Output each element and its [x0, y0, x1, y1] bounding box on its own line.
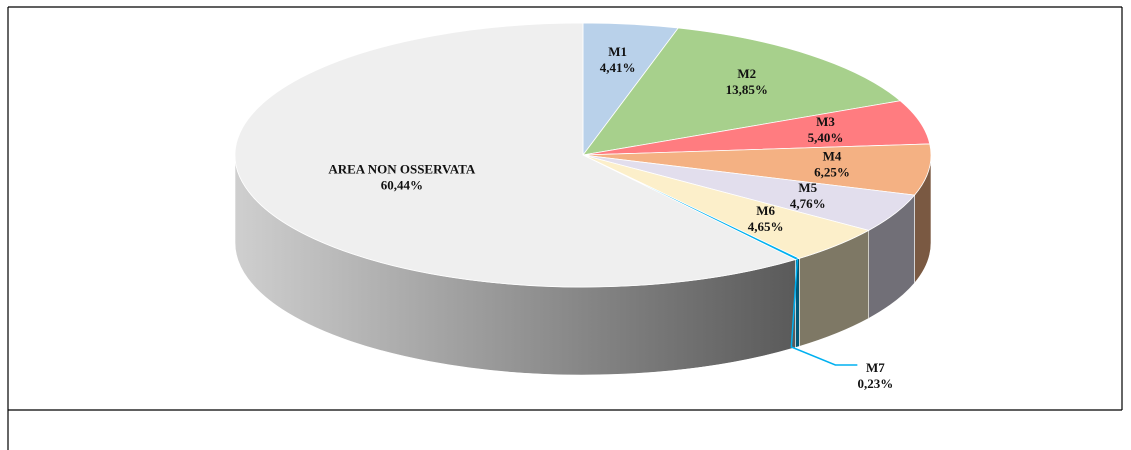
slice: [582, 143, 932, 196]
slice: [234, 22, 797, 288]
slice-label: M4: [823, 149, 842, 164]
slice-label: M2: [737, 66, 756, 81]
slice-value-label: 60,44%: [381, 177, 423, 192]
slice-value-label: 4,65%: [748, 219, 784, 234]
slice-value-label: 4,76%: [790, 196, 826, 211]
slice-label: M6: [756, 203, 775, 218]
leader-line: [790, 258, 858, 366]
slice-value-label: 4,41%: [600, 60, 636, 75]
slice-label: M7: [866, 360, 885, 375]
slice-value-label: 6,25%: [814, 165, 850, 180]
frame: [7, 6, 1123, 450]
slice-label: M5: [798, 180, 817, 195]
slice-label: AREA NON OSSERVATA: [328, 161, 476, 176]
slice-label: M3: [816, 114, 835, 129]
slice: [582, 27, 902, 156]
slice-label: M1: [608, 44, 627, 59]
slice-value-label: 13,85%: [726, 82, 768, 97]
slice-value-label: 5,40%: [808, 130, 844, 145]
slice-value-label: 0,23%: [857, 376, 893, 391]
